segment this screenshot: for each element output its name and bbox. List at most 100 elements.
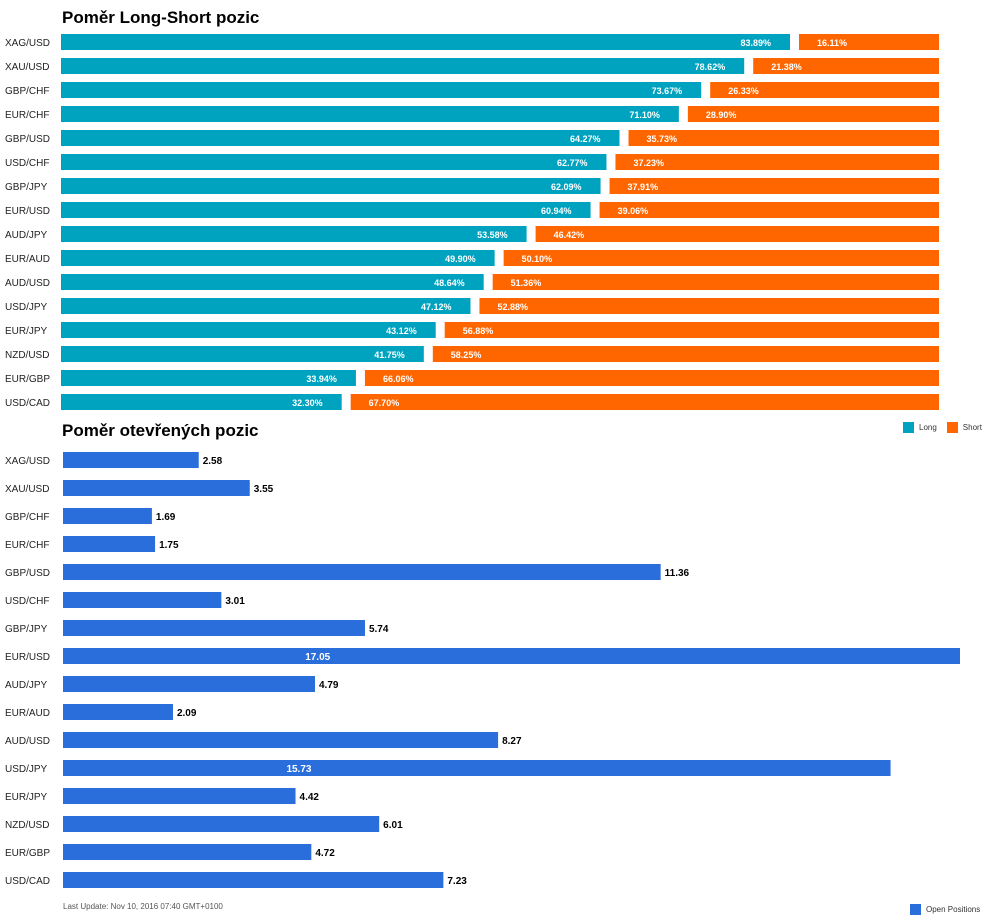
open-positions-value-label-eur-gbp: 4.72 [315,848,335,859]
short-bar-usd-cad [350,394,939,410]
open-positions-value-label-eur-jpy: 4.42 [300,792,320,803]
category-label-aud-usd: AUD/USD [5,278,50,289]
short-value-label-gbp-usd: 35.73% [647,134,678,144]
short-bar-aud-usd [492,274,939,290]
long-bar-gbp-chf [61,82,702,98]
long-value-label-eur-usd: 60.94% [541,206,572,216]
category-label-usd-jpy: USD/JPY [5,302,48,313]
long-value-label-eur-chf: 71.10% [629,110,660,120]
open-positions-value-label-aud-jpy: 4.79 [319,680,339,691]
open-positions-bar-eur-chf [63,536,156,552]
category-label-usd-chf: USD/CHF [5,158,49,169]
open-positions-bar-eur-jpy [63,788,296,804]
short-bar-xag-usd [799,34,939,50]
long-bar-usd-chf [61,154,607,170]
long-value-label-nzd-usd: 41.75% [374,350,405,360]
long-value-label-aud-usd: 48.64% [434,278,465,288]
long-value-label-gbp-usd: 64.27% [570,134,601,144]
category-label-usd-jpy: USD/JPY [5,764,48,775]
open-positions-value-label-nzd-usd: 6.01 [383,820,403,831]
legend-label-open-positions: Open Positions [926,905,981,914]
short-bar-eur-usd [599,202,939,218]
long-bar-gbp-usd [61,130,620,146]
short-value-label-eur-gbp: 66.06% [383,374,414,384]
open-positions-bar-xau-usd [63,480,250,496]
category-label-nzd-usd: NZD/USD [5,820,49,831]
short-bar-usd-jpy [479,298,939,314]
open-positions-bar-usd-cad [63,872,444,888]
last-update-note: Last Update: Nov 10, 2016 07:40 GMT+0100 [63,902,223,911]
open-positions-value-label-usd-cad: 7.23 [447,876,467,887]
long-value-label-gbp-jpy: 62.09% [551,182,582,192]
short-value-label-eur-usd: 39.06% [618,206,649,216]
open-positions-bar-gbp-usd [63,564,661,580]
open-positions-value-label-gbp-jpy: 5.74 [369,624,389,635]
long-bar-eur-usd [61,202,591,218]
long-value-label-eur-gbp: 33.94% [306,374,337,384]
long-bar-eur-aud [61,250,495,266]
category-label-eur-jpy: EUR/JPY [5,792,48,803]
long-value-label-gbp-chf: 73.67% [652,86,683,96]
long-value-label-usd-cad: 32.30% [292,398,323,408]
long-value-label-usd-chf: 62.77% [557,158,588,168]
long-short-chart: XAG/USD 83.89% 16.11% XAU/USD 78.62% 21.38% GB… [5,34,939,410]
open-positions-bar-usd-chf [63,592,222,608]
long-value-label-aud-jpy: 53.58% [477,230,508,240]
open-positions-bar-gbp-jpy [63,620,365,636]
category-label-gbp-jpy: GBP/JPY [5,182,48,193]
short-bar-gbp-chf [710,82,939,98]
short-bar-eur-gbp [364,370,939,386]
category-label-gbp-usd: GBP/USD [5,134,50,145]
legend-swatch-short [946,422,958,433]
long-bar-eur-jpy [61,322,436,338]
long-bar-xau-usd [61,58,745,74]
category-label-nzd-usd: NZD/USD [5,350,49,361]
chart-title-open-positions: Poměr otevřených pozic [62,421,259,440]
open-positions-value-label-usd-chf: 3.01 [225,596,245,607]
short-value-label-gbp-chf: 26.33% [728,86,759,96]
long-bar-gbp-jpy [61,178,601,194]
short-value-label-usd-jpy: 52.88% [497,302,528,312]
category-label-gbp-usd: GBP/USD [5,568,50,579]
long-bar-eur-chf [61,106,679,122]
category-label-usd-chf: USD/CHF [5,596,49,607]
category-label-eur-usd: EUR/USD [5,652,50,663]
open-positions-value-label-xag-usd: 2.58 [203,456,223,467]
open-positions-value-label-gbp-usd: 11.36 [665,568,690,579]
open-positions-bar-usd-jpy [63,760,891,776]
category-label-eur-usd: EUR/USD [5,206,50,217]
category-label-eur-chf: EUR/CHF [5,110,49,121]
short-bar-eur-jpy [444,322,939,338]
short-bar-eur-chf [687,106,939,122]
category-label-eur-aud: EUR/AUD [5,254,50,265]
chart-title-long-short: Poměr Long-Short pozic [62,8,260,27]
category-label-xau-usd: XAU/USD [5,62,49,73]
open-positions-chart: XAG/USD 2.58 XAU/USD 3.55 GBP/CHF 1.69 EUR/CHF… [5,452,960,888]
long-bar-usd-cad [61,394,342,410]
long-bar-aud-jpy [61,226,527,242]
short-bar-gbp-jpy [609,178,939,194]
open-positions-value-label-usd-jpy: 15.73 [286,764,311,775]
open-positions-bar-gbp-chf [63,508,152,524]
category-label-eur-jpy: EUR/JPY [5,326,48,337]
open-positions-bar-eur-gbp [63,844,312,860]
category-label-aud-jpy: AUD/JPY [5,230,48,241]
category-label-xag-usd: XAG/USD [5,38,50,49]
short-value-label-eur-chf: 28.90% [706,110,737,120]
short-value-label-nzd-usd: 58.25% [451,350,482,360]
short-value-label-eur-aud: 50.10% [522,254,553,264]
open-positions-value-label-gbp-chf: 1.69 [156,512,176,523]
open-positions-bar-aud-usd [63,732,499,748]
legend-swatch-open-positions [910,904,921,915]
legend-label-long: Long [919,423,937,432]
category-label-gbp-chf: GBP/CHF [5,86,49,97]
short-bar-gbp-usd [628,130,939,146]
category-label-eur-chf: EUR/CHF [5,540,49,551]
legend-swatch-long [903,422,914,433]
legend-open-positions: Open Positions [910,904,980,915]
legend-label-short: Short [962,423,982,432]
open-positions-bar-eur-usd [63,648,960,664]
open-positions-bar-xag-usd [63,452,199,468]
short-bar-aud-jpy [535,226,939,242]
short-bar-xau-usd [753,58,939,74]
